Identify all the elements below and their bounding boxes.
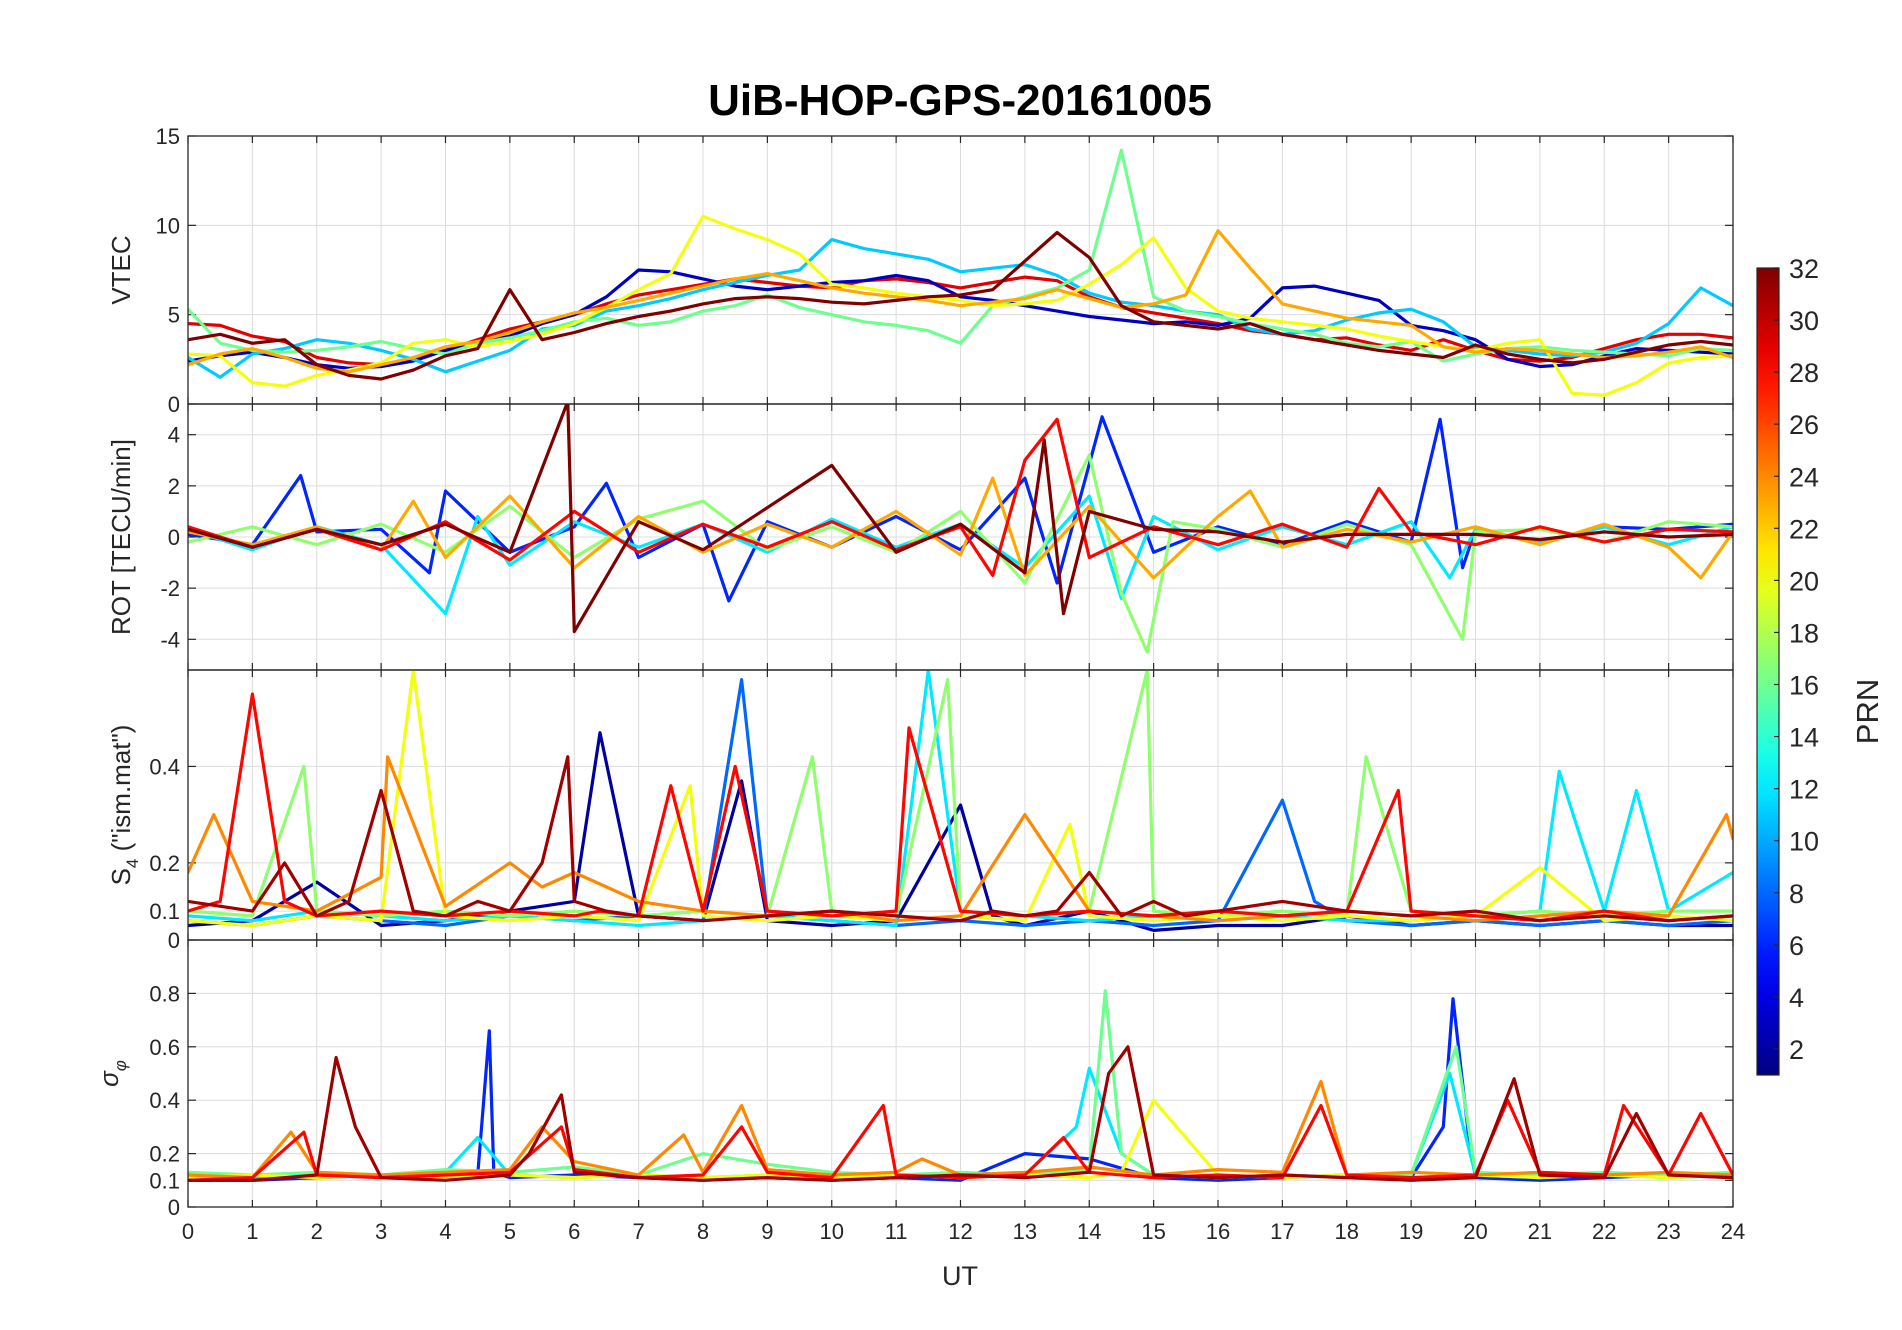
y-tick-label: 10 <box>156 213 180 238</box>
x-tick-label: 1 <box>246 1219 258 1244</box>
x-tick-label: 24 <box>1721 1219 1745 1244</box>
x-tick-label: 16 <box>1206 1219 1230 1244</box>
x-axis-label: UT <box>942 1261 978 1291</box>
x-tick-label: 17 <box>1270 1219 1294 1244</box>
colorbar-tick-label: 12 <box>1789 775 1819 805</box>
colorbar-tick-label: 22 <box>1789 514 1819 544</box>
y-tick-label: 0.1 <box>149 899 180 924</box>
colorbar-tick-label: 10 <box>1789 827 1819 857</box>
y-tick-label: 0.1 <box>149 1168 180 1193</box>
series-line-prn-23 <box>188 229 1733 374</box>
x-tick-label: 7 <box>633 1219 645 1244</box>
colorbar-tick-label: 14 <box>1789 723 1819 753</box>
colorbar-tick-label: 30 <box>1789 306 1819 336</box>
y-axis-label: VTEC <box>106 235 136 304</box>
series-line-prn-32 <box>188 404 1733 634</box>
colorbar-tick-label: 2 <box>1789 1035 1804 1065</box>
y-axis-label: ROT [TECU/min] <box>106 439 136 635</box>
colorbar-tick-label: 16 <box>1789 671 1819 701</box>
y-tick-label: 4 <box>168 423 180 448</box>
series-line-prn-11 <box>188 238 1733 379</box>
y-axis-label: S4 ("ism.mat") <box>106 725 142 886</box>
x-tick-label: 12 <box>948 1219 972 1244</box>
y-tick-label: 2 <box>168 474 180 499</box>
series-line-prn-3 <box>188 268 1733 370</box>
x-tick-label: 23 <box>1656 1219 1680 1244</box>
series-group <box>188 404 1733 654</box>
y-tick-label: -4 <box>160 627 180 652</box>
y-axis-label: σφ <box>94 1060 130 1087</box>
y-tick-label: 15 <box>156 124 180 149</box>
series-line-prn-16 <box>188 148 1733 363</box>
x-tick-label: 19 <box>1399 1219 1423 1244</box>
colorbar-tick-label: 32 <box>1789 254 1819 284</box>
y-tick-label: 0 <box>168 525 180 550</box>
series-line-prn-23 <box>188 476 1733 580</box>
series-line-prn-31 <box>188 755 1733 923</box>
y-tick-label: 0.4 <box>149 754 180 779</box>
colorbar-tick-label: 8 <box>1789 879 1804 909</box>
y-tick-label: 0.2 <box>149 851 180 876</box>
axes-box <box>187 939 1734 1208</box>
y-tick-label: 0 <box>168 392 180 417</box>
x-tick-label: 8 <box>697 1219 709 1244</box>
panel-1: 0 5 10 15 VTEC <box>106 124 1734 417</box>
y-tick-label: 0.2 <box>149 1142 180 1167</box>
y-tick-label: 0.8 <box>149 981 180 1006</box>
series-group <box>188 989 1733 1182</box>
colorbar-tick-label: 4 <box>1789 983 1804 1013</box>
x-tick-label: 10 <box>820 1219 844 1244</box>
panel-4: 00.10.2 0.4 0.6 0.8 σφ <box>94 939 1734 1220</box>
x-tick-label: 11 <box>885 1219 908 1244</box>
x-tick-label: 4 <box>439 1219 451 1244</box>
x-tick-label: 15 <box>1141 1219 1165 1244</box>
x-tick-label: 0 <box>182 1219 194 1244</box>
x-tick-label: 14 <box>1077 1219 1101 1244</box>
x-tick-label: 18 <box>1335 1219 1359 1244</box>
y-tick-label: 5 <box>168 303 180 328</box>
y-tick-label: 0 <box>168 1195 180 1220</box>
x-tick-label: 22 <box>1592 1219 1616 1244</box>
colorbar-tick-label: 28 <box>1789 358 1819 388</box>
x-tick-label: 21 <box>1528 1219 1552 1244</box>
series-group <box>188 670 1733 933</box>
series-line-prn-28 <box>188 417 1733 578</box>
colorbar-scale <box>1756 267 1780 1076</box>
colorbar-tick-label: 20 <box>1789 566 1819 596</box>
colorbar-tick-label: 6 <box>1789 931 1804 961</box>
colorbar-label: PRN <box>1850 679 1885 744</box>
series-line-prn-32 <box>188 230 1733 381</box>
series-line-prn-20 <box>188 214 1733 397</box>
y-tick-label: 0 <box>168 928 180 953</box>
y-tick-label: -2 <box>160 576 180 601</box>
y-tick-label: 0.4 <box>149 1088 180 1113</box>
x-tick-label: 5 <box>504 1219 516 1244</box>
x-tick-label: 2 <box>311 1219 323 1244</box>
colorbar-tick-label: 24 <box>1789 462 1819 492</box>
x-tick-label: 9 <box>761 1219 773 1244</box>
series-line-prn-31 <box>188 1045 1733 1182</box>
panel-2: -4 -2 0 2 4 ROT [TECU/min] <box>106 403 1734 671</box>
x-tick-label: 3 <box>375 1219 387 1244</box>
x-tick-label: 13 <box>1013 1219 1037 1244</box>
series-group <box>188 148 1733 397</box>
y-tick-label: 0.6 <box>149 1035 180 1060</box>
series-line-prn-17 <box>188 453 1733 654</box>
x-tick-label: 6 <box>568 1219 580 1244</box>
colorbar-tick-label: 26 <box>1789 410 1819 440</box>
colorbar-tick-label: 18 <box>1789 618 1819 648</box>
x-tick-label: 20 <box>1463 1219 1487 1244</box>
chart-title: UiB-HOP-GPS-20161005 <box>708 76 1212 125</box>
panel-3: 0.1 0.2 0.4 0 S4 ("ism.mat") <box>106 669 1734 953</box>
x-tick-labels: 0 1 2 3 4 5 6 7 8 9 10 11 12 13 14 15 16 17 18 19 20 21 22 23 24 <box>182 1219 1745 1244</box>
